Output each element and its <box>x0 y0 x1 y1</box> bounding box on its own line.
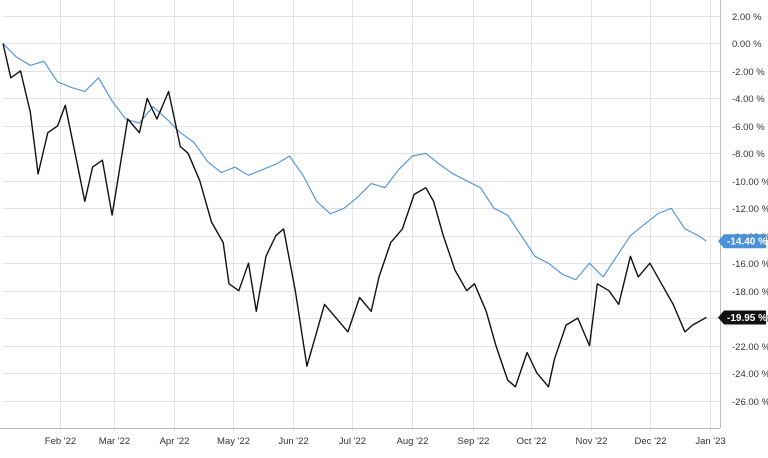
x-tick-label: Mar '22 <box>99 436 130 447</box>
last-value-label: -19.95 % <box>727 313 767 324</box>
x-axis: Feb '22 Mar '22 Apr '22 May '22 Jun '22 Jul '… <box>0 429 726 448</box>
x-tick-label: Jun '22 <box>278 436 308 447</box>
y-tick-label: -2.00 % <box>732 67 765 78</box>
last-value-label: -14.40 % <box>727 237 767 248</box>
y-tick-label: -22.00 % <box>732 342 768 353</box>
x-tick-label: Oct '22 <box>517 436 547 447</box>
series-line-1 <box>3 44 706 280</box>
y-tick-label: -6.00 % <box>732 122 765 133</box>
y-tick-label: -8.00 % <box>732 149 765 160</box>
y-tick-label: -10.00 % <box>732 177 768 188</box>
grid-lines <box>3 0 720 431</box>
y-tick-label: -12.00 % <box>732 204 768 215</box>
y-axis: 2.00 % 0.00 % -2.00 % -4.00 % -6.00 % -8.00 %… <box>721 0 768 428</box>
x-tick-label: May '22 <box>217 436 250 447</box>
x-tick-label: Sep '22 <box>458 436 490 447</box>
x-tick-label: Nov '22 <box>576 436 608 447</box>
x-tick-label: Jan '23 <box>695 436 725 447</box>
x-tick-label: Feb '22 <box>45 436 76 447</box>
x-tick-label: Aug '22 <box>397 436 429 447</box>
y-tick-label: 0.00 % <box>732 39 762 50</box>
x-tick-label: Dec '22 <box>635 436 667 447</box>
y-tick-label: -24.00 % <box>732 369 768 380</box>
y-tick-label: -16.00 % <box>732 259 768 270</box>
x-tick-label: Jul '22 <box>339 436 366 447</box>
y-tick-label: -26.00 % <box>732 397 768 408</box>
last-value-badges: -14.40 % -19.95 % <box>718 234 767 324</box>
y-tick-label: -18.00 % <box>732 287 768 298</box>
y-tick-label: 2.00 % <box>732 12 762 23</box>
x-tick-label: Apr '22 <box>160 436 190 447</box>
series-lines <box>3 44 706 387</box>
last-value-badge-2: -19.95 % <box>718 310 767 324</box>
y-tick-label: -4.00 % <box>732 94 765 105</box>
last-value-badge-1: -14.40 % <box>718 234 767 248</box>
